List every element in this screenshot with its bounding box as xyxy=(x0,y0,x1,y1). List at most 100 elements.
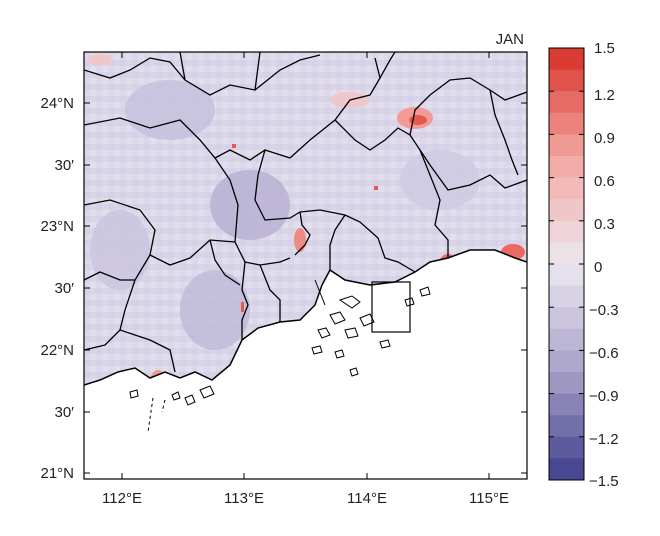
colorbar-cell xyxy=(549,91,584,114)
colorbar-cell xyxy=(549,436,584,459)
island xyxy=(359,313,375,327)
island xyxy=(404,297,415,307)
boundary-line xyxy=(489,89,519,176)
inset-box xyxy=(371,281,411,333)
colorbar-label: −0.3 xyxy=(589,302,619,319)
colorbar-label: −0.9 xyxy=(589,388,619,405)
colorbar-cell xyxy=(549,156,584,179)
island xyxy=(419,286,431,297)
boundary-line xyxy=(379,52,396,79)
boundary-line xyxy=(179,52,186,81)
island xyxy=(311,345,323,355)
lon-labels: 112°E 113°E 114°E 115°E xyxy=(102,490,509,507)
lat-label-21-30n: 30′ xyxy=(55,404,75,421)
lat-label-21n: 21°N xyxy=(40,465,74,482)
island xyxy=(199,385,215,399)
sea-area xyxy=(84,250,527,479)
boundary-line xyxy=(294,211,311,256)
boundary-line xyxy=(241,261,249,340)
colorbar-labels: 1.5 1.2 0.9 0.6 0.3 0 −0.3 −0.6 −0.9 −1.… xyxy=(589,40,619,490)
colorbar-cell xyxy=(549,112,584,135)
colorbar-ticks xyxy=(549,47,584,481)
positive-patch xyxy=(232,144,236,148)
lat-label-23-30n: 30′ xyxy=(55,157,75,174)
negative-patch xyxy=(180,270,250,350)
colorbar-cell xyxy=(549,458,584,481)
lat-label-22-30n: 30′ xyxy=(55,280,75,297)
boundary-line xyxy=(409,77,527,136)
colorbar-cell xyxy=(549,177,584,200)
boundary-line xyxy=(344,214,416,273)
island xyxy=(129,389,139,399)
positive-patch xyxy=(374,186,378,190)
admin-boundaries xyxy=(84,52,527,373)
positive-patch xyxy=(241,302,244,312)
lat-label-22n: 22°N xyxy=(40,342,74,359)
colorbar-cell xyxy=(549,350,584,373)
colorbar-cell xyxy=(549,242,584,265)
lon-label-115e: 115°E xyxy=(469,490,509,507)
boundary-line xyxy=(84,271,135,281)
map-frame xyxy=(83,51,528,480)
colorbar-label: 0.3 xyxy=(594,216,615,233)
boundary-line xyxy=(84,117,291,161)
river-line xyxy=(314,279,326,306)
lat-labels: 24°N 30′ 23°N 30′ 22°N 30′ 21°N xyxy=(40,95,74,482)
island xyxy=(349,367,359,377)
boundary-line xyxy=(254,52,261,91)
island xyxy=(338,295,361,309)
island xyxy=(344,327,359,339)
islands xyxy=(129,286,431,406)
colorbar-cells xyxy=(549,48,584,481)
colorbar-cell xyxy=(549,134,584,157)
boundary-line xyxy=(209,239,241,286)
coastline xyxy=(84,249,527,386)
island xyxy=(317,327,331,339)
boundary-line xyxy=(254,149,346,221)
colorbar-label: −0.6 xyxy=(589,345,619,362)
month-label: JAN xyxy=(496,31,524,48)
lon-label-114e: 114°E xyxy=(347,490,387,507)
colorbar-cell xyxy=(549,220,584,243)
map-panel: 24°N 30′ 23°N 30′ 22°N 30′ 21°N 112°E 11… xyxy=(40,31,528,507)
colorbar-cell xyxy=(549,69,584,92)
island xyxy=(334,349,345,359)
colorbar-cell xyxy=(549,415,584,438)
colorbar-cell xyxy=(549,285,584,308)
colorbar-cell xyxy=(549,199,584,222)
boundary-line xyxy=(84,54,321,96)
colorbar: 1.5 1.2 0.9 0.6 0.3 0 −0.3 −0.6 −0.9 −1.… xyxy=(548,40,619,490)
negative-patch xyxy=(210,170,290,240)
colorbar-cell xyxy=(549,48,584,71)
colorbar-cell xyxy=(549,372,584,395)
boundary-line xyxy=(84,329,121,351)
colorbar-cell xyxy=(549,328,584,351)
boundary-line xyxy=(419,149,449,258)
positive-patch xyxy=(88,54,112,66)
boundary-line xyxy=(259,264,281,322)
colorbar-cell xyxy=(549,264,584,287)
lon-label-112e: 112°E xyxy=(102,490,142,507)
colorbar-cell xyxy=(549,307,584,330)
lon-ticks xyxy=(121,52,490,479)
dashed-line xyxy=(161,399,166,413)
lat-label-24n: 24°N xyxy=(40,95,74,112)
positive-patch xyxy=(294,228,306,252)
colorbar-label: 0.6 xyxy=(594,173,615,190)
island xyxy=(171,391,181,401)
island xyxy=(379,339,391,349)
colorbar-label: 0.9 xyxy=(594,130,615,147)
boundary-line xyxy=(329,214,346,270)
dashed-marks xyxy=(147,397,166,433)
island xyxy=(184,394,196,406)
boundary-line xyxy=(214,157,291,266)
lat-label-23n: 23°N xyxy=(40,218,74,235)
lon-label-113e: 113°E xyxy=(224,490,264,507)
colorbar-label: 1.2 xyxy=(594,87,615,104)
colorbar-label: −1.5 xyxy=(589,473,619,490)
island xyxy=(329,311,346,325)
colorbar-cell xyxy=(549,393,584,416)
colorbar-label: −1.2 xyxy=(589,431,619,448)
colorbar-label: 0 xyxy=(594,259,602,276)
